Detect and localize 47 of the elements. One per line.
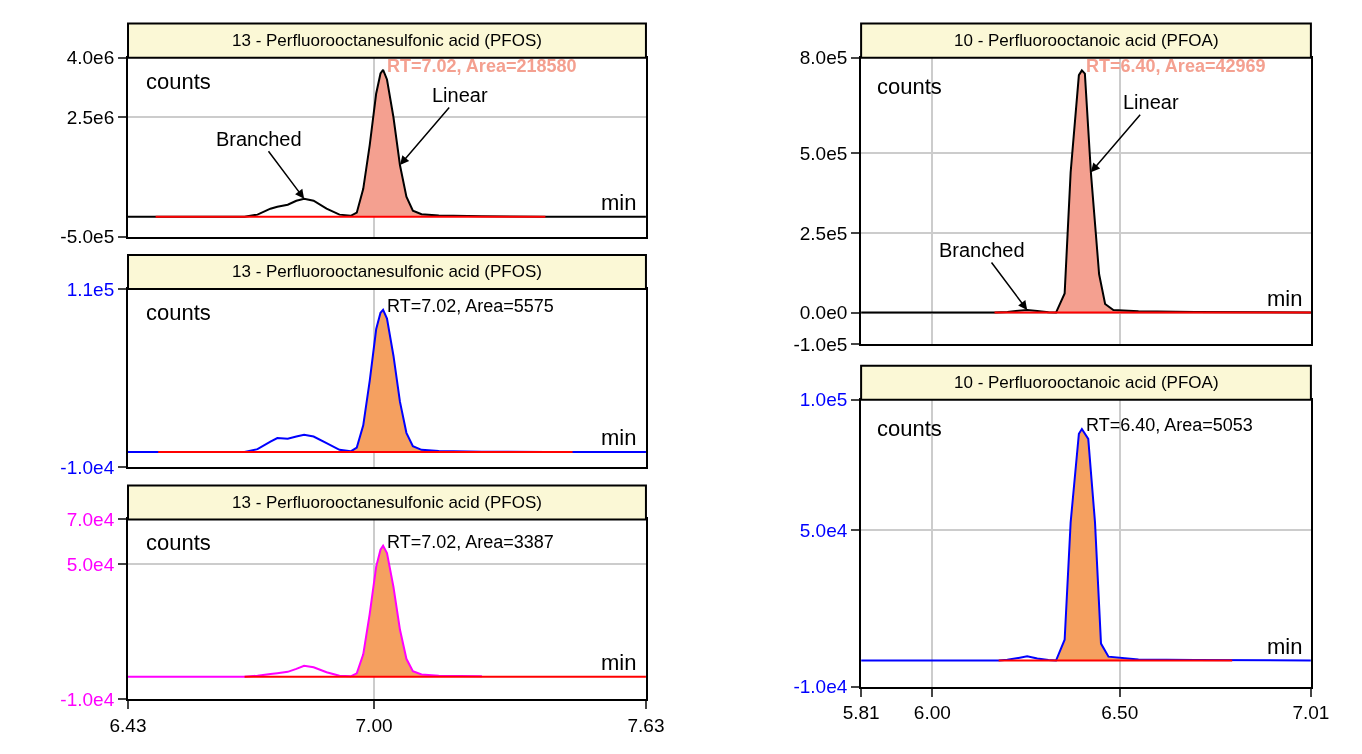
y-tick-label: -5.0e5 [60, 226, 115, 248]
y-tick-label: 1.1e5 [66, 278, 115, 300]
y-tick-label: 7.0e4 [66, 509, 115, 531]
chart-title: 13 - Perfluorooctanesulfonic acid (PFOS) [232, 262, 542, 281]
x-tick-label: 7.01 [1292, 702, 1330, 724]
annotation: Linear [432, 84, 488, 106]
y-tick-label: -1.0e4 [60, 688, 115, 710]
x-tick-label: 7.00 [355, 715, 393, 737]
y-tick-label: 8.0e5 [799, 47, 848, 69]
y-tick-label: 1.0e5 [799, 389, 848, 411]
y-tick-label: 0.0e0 [799, 302, 848, 324]
chart-title: 10 - Perfluorooctanoic acid (PFOA) [954, 373, 1219, 392]
x-axis-title: min [1267, 286, 1303, 311]
annotation: RT=6.40, Area=5053 [1086, 415, 1253, 435]
x-tick-label: 7.63 [627, 715, 665, 737]
x-axis-title: min [601, 425, 637, 450]
y-tick-label: 5.0e4 [799, 519, 848, 541]
y-tick-label: 4.0e6 [66, 47, 115, 69]
y-tick-label: 2.5e6 [66, 106, 115, 128]
y-axis-title: counts [877, 74, 942, 99]
y-axis-title: counts [877, 416, 942, 441]
annotation: Linear [1123, 91, 1179, 113]
annotation: RT=7.02, Area=5575 [387, 296, 554, 316]
x-tick-label: 6.43 [109, 715, 147, 737]
chart-title: 13 - Perfluorooctanesulfonic acid (PFOS) [232, 493, 542, 512]
y-tick-label: -1.0e4 [60, 456, 115, 478]
annotation: RT=7.02, Area=218580 [387, 56, 577, 76]
y-tick-label: 5.0e4 [66, 554, 115, 576]
annotation: RT=7.02, Area=3387 [387, 532, 554, 552]
annotation: Branched [216, 128, 302, 150]
y-tick-label: 5.0e5 [799, 142, 848, 164]
x-tick-label: 5.81 [842, 702, 880, 724]
y-axis-title: counts [146, 530, 211, 555]
x-axis-title: min [601, 650, 637, 675]
y-axis-title: counts [146, 69, 211, 94]
y-axis-title: counts [146, 300, 211, 325]
y-tick-label: -1.0e4 [793, 676, 848, 698]
x-axis-title: min [601, 190, 637, 215]
y-tick-label: -1.0e5 [793, 334, 848, 356]
x-tick-label: 6.50 [1101, 702, 1139, 724]
x-axis-title: min [1267, 634, 1303, 659]
chart-title: 13 - Perfluorooctanesulfonic acid (PFOS) [232, 31, 542, 50]
y-tick-label: 2.5e5 [799, 222, 848, 244]
annotation: RT=6.40, Area=42969 [1086, 56, 1266, 76]
x-tick-label: 6.00 [913, 702, 951, 724]
annotation: Branched [939, 239, 1025, 261]
chart-title: 10 - Perfluorooctanoic acid (PFOA) [954, 31, 1219, 50]
